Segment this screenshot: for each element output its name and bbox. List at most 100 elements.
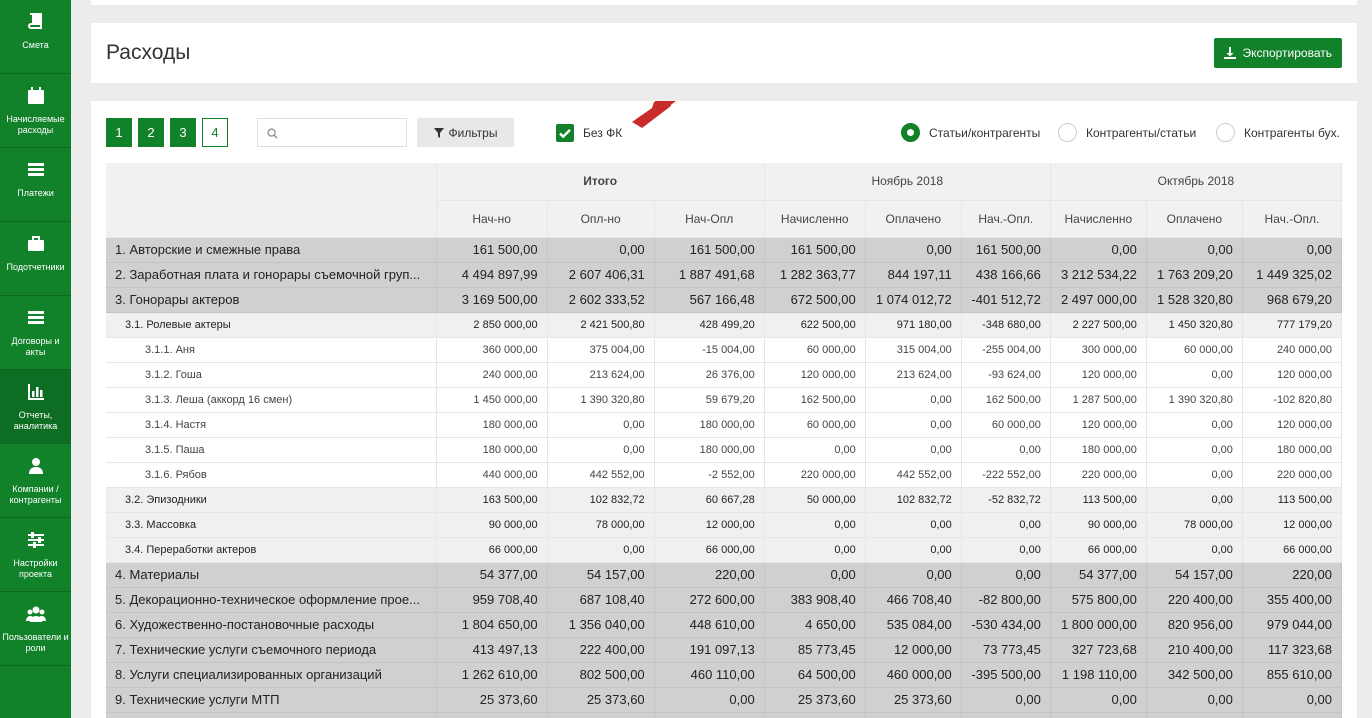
value-cell: 2 421 500,80 bbox=[547, 312, 655, 338]
column-header[interactable]: Начисленно bbox=[763, 200, 866, 238]
page-header: Расходы Экспортировать bbox=[91, 23, 1357, 83]
sidebar-item-8[interactable]: Настройки проекта bbox=[0, 518, 71, 592]
value-cell: 25 373,60 bbox=[865, 687, 962, 713]
column-header[interactable]: Нач-но bbox=[436, 200, 548, 238]
value-cell: 777 179,20 bbox=[1242, 312, 1343, 338]
value-cell: 2 602 333,52 bbox=[547, 287, 655, 313]
page-3-button[interactable]: 3 bbox=[170, 118, 196, 147]
column-header[interactable]: Опл-но bbox=[547, 200, 655, 238]
table-row[interactable]: 1. Авторские и смежные права 161 500,00 0,… bbox=[106, 237, 1343, 263]
search-input[interactable] bbox=[257, 118, 407, 147]
table-row[interactable]: 2. Заработная плата и гонорары съемочной… bbox=[106, 262, 1343, 288]
column-header[interactable]: Нач.-Опл. bbox=[961, 200, 1051, 238]
value-cell: 180 000,00 bbox=[1242, 437, 1343, 463]
table-row[interactable]: 3.1.2. Гоша 240 000,00 213 624,00 26 376,00… bbox=[106, 362, 1343, 388]
value-cell: 0,00 bbox=[763, 562, 866, 588]
sidebar-item-2[interactable]: Начисляемые расходы bbox=[0, 74, 71, 148]
value-cell: 60 667,28 bbox=[654, 487, 765, 513]
value-cell: 50 000,00 bbox=[763, 487, 866, 513]
table-row[interactable]: 8. Услуги специализированных организаций… bbox=[106, 662, 1343, 688]
sliders-icon bbox=[27, 532, 44, 548]
value-cell: 300 000,00 bbox=[1049, 337, 1147, 363]
page-2-button[interactable]: 2 bbox=[138, 118, 164, 147]
filters-label: Фильтры bbox=[448, 125, 498, 140]
value-cell: 1 262 610,00 bbox=[436, 662, 548, 688]
table-row[interactable]: 3.1.4. Настя 180 000,00 0,00 180 000,00 60 0… bbox=[106, 412, 1343, 438]
sidebar-item-3[interactable]: Платежи bbox=[0, 148, 71, 222]
row-label: 9. Технические услуги МТП bbox=[106, 687, 437, 713]
value-cell: 0,00 bbox=[865, 387, 962, 413]
value-cell: 90 000,00 bbox=[1049, 512, 1147, 538]
value-cell: 0,00 bbox=[547, 237, 655, 263]
value-cell: 687 108,40 bbox=[547, 587, 655, 613]
row-label: 3.1.4. Настя bbox=[106, 412, 437, 438]
value-cell: 25 373,60 bbox=[547, 687, 655, 713]
column-header[interactable]: Оплачено bbox=[865, 200, 962, 238]
value-cell: 120 000,00 bbox=[763, 362, 866, 388]
sidebar-item-6[interactable]: Отчеты, аналитика bbox=[0, 370, 71, 444]
value-cell: 355 400,00 bbox=[1242, 587, 1343, 613]
value-cell: 180 000,00 bbox=[654, 412, 765, 438]
radio-articles-contractors[interactable]: Статьи/контрагенты bbox=[901, 123, 1040, 142]
value-cell: 413 497,13 bbox=[436, 637, 548, 663]
value-cell: 0,00 bbox=[547, 537, 655, 563]
table-row[interactable]: 9. Технические услуги МТП 25 373,60 25 373… bbox=[106, 687, 1343, 713]
value-cell: -102 820,80 bbox=[1242, 387, 1343, 413]
value-cell: 59 679,20 bbox=[654, 387, 765, 413]
table-row[interactable]: 6. Художественно-постановочные расходы 1 … bbox=[106, 612, 1343, 638]
table-row[interactable] bbox=[106, 712, 1343, 718]
radio-contractors-accounting[interactable]: Контрагенты бух. bbox=[1216, 123, 1340, 142]
column-header[interactable]: Нач-Опл bbox=[654, 200, 765, 238]
value-cell: -401 512,72 bbox=[961, 287, 1051, 313]
table-row[interactable]: 3.2. Эпизодники 163 500,00 102 832,72 60 66… bbox=[106, 487, 1343, 513]
value-cell: 448 610,00 bbox=[654, 612, 765, 638]
sidebar-item-label: Договоры и акты bbox=[11, 336, 60, 357]
value-cell: 180 000,00 bbox=[1049, 437, 1147, 463]
value-cell: 1 282 363,77 bbox=[763, 262, 866, 288]
value-cell: 0,00 bbox=[763, 437, 866, 463]
row-label: 3.4. Переработки актеров bbox=[106, 537, 437, 563]
user-icon bbox=[28, 458, 43, 474]
value-cell: 0,00 bbox=[1146, 487, 1243, 513]
table-row[interactable]: 3.1.5. Паша 180 000,00 0,00 180 000,00 0,00 0… bbox=[106, 437, 1343, 463]
value-cell: 12 000,00 bbox=[865, 637, 962, 663]
value-cell: 73 773,45 bbox=[961, 637, 1051, 663]
sidebar-item-5[interactable]: Договоры и акты bbox=[0, 296, 71, 370]
column-header[interactable]: Начисленно bbox=[1049, 200, 1147, 238]
table-row[interactable]: 3.1.3. Леша (аккорд 16 смен) 1 450 000,00… bbox=[106, 387, 1343, 413]
value-cell: 567 166,48 bbox=[654, 287, 765, 313]
table-row[interactable]: 3. Гонорары актеров 3 169 500,00 2 602 333… bbox=[106, 287, 1343, 313]
export-button[interactable]: Экспортировать bbox=[1214, 38, 1342, 68]
value-cell: 1 450 000,00 bbox=[436, 387, 548, 413]
column-header[interactable]: Нач.-Опл. bbox=[1242, 200, 1343, 238]
value-cell: 979 044,00 bbox=[1242, 612, 1343, 638]
column-header[interactable]: Оплачено bbox=[1146, 200, 1243, 238]
value-cell: 342 500,00 bbox=[1146, 662, 1243, 688]
page-1-button[interactable]: 1 bbox=[106, 118, 132, 147]
page-4-button[interactable]: 4 bbox=[202, 118, 228, 147]
value-cell: 0,00 bbox=[865, 237, 962, 263]
table-row[interactable]: 4. Материалы 54 377,00 54 157,00 220,00 0,00… bbox=[106, 562, 1343, 588]
value-cell: 315 004,00 bbox=[865, 337, 962, 363]
no-fk-checkbox[interactable] bbox=[556, 124, 574, 142]
table-row[interactable]: 3.4. Переработки актеров 66 000,00 0,00 66 … bbox=[106, 537, 1343, 563]
table-row[interactable]: 5. Декорационно-техническое оформление п… bbox=[106, 587, 1343, 613]
table-row[interactable]: 3.1. Ролевые актеры 2 850 000,00 2 421 500… bbox=[106, 312, 1343, 338]
table-row[interactable]: 3.1.1. Аня 360 000,00 375 004,00 -15 004,00… bbox=[106, 337, 1343, 363]
sidebar-item-4[interactable]: Подотчетники bbox=[0, 222, 71, 296]
table-row[interactable]: 3.1.6. Рябов 440 000,00 442 552,00 -2 552,0… bbox=[106, 462, 1343, 488]
row-label: 7. Технические услуги съемочного периода bbox=[106, 637, 437, 663]
sidebar-item-9[interactable]: Пользователи и роли bbox=[0, 592, 71, 666]
table-row[interactable]: 3.3. Массовка 90 000,00 78 000,00 12 000,00… bbox=[106, 512, 1343, 538]
filter-icon bbox=[433, 127, 444, 138]
filters-button[interactable]: Фильтры bbox=[417, 118, 514, 147]
radio-contractors-articles[interactable]: Контрагенты/статьи bbox=[1058, 123, 1196, 142]
sidebar-item-7[interactable]: Компании / контрагенты bbox=[0, 444, 71, 518]
value-cell: 971 180,00 bbox=[865, 312, 962, 338]
row-label: 4. Материалы bbox=[106, 562, 437, 588]
value-cell: 802 500,00 bbox=[547, 662, 655, 688]
sidebar-item-1[interactable]: Смета bbox=[0, 0, 71, 74]
no-fk-label: Без ФК bbox=[583, 126, 623, 140]
value-cell: 575 800,00 bbox=[1049, 587, 1147, 613]
table-row[interactable]: 7. Технические услуги съемочного периода… bbox=[106, 637, 1343, 663]
